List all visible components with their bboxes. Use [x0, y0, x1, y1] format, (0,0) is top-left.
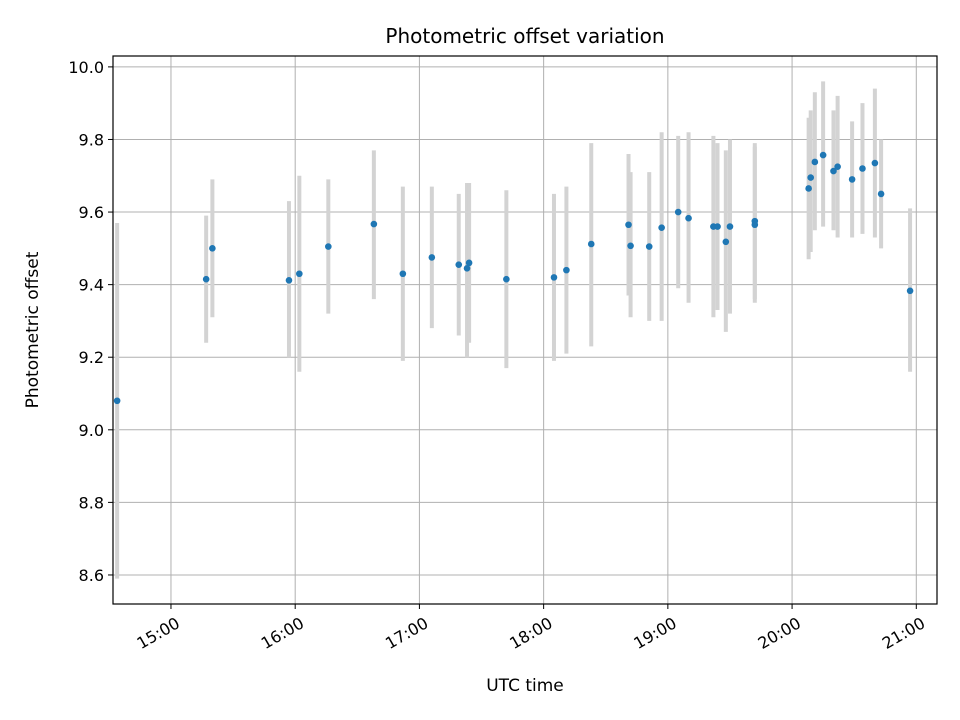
y-axis-label: Photometric offset	[23, 251, 43, 408]
data-point	[871, 159, 879, 167]
data-point	[726, 223, 734, 230]
data-point	[625, 221, 632, 229]
data-point	[587, 240, 595, 248]
data-point	[674, 208, 682, 216]
y-tick-label: 9.6	[79, 203, 104, 222]
data-point	[685, 214, 692, 222]
data-point	[285, 276, 293, 284]
data-point	[325, 243, 332, 250]
y-tick-label: 9.8	[79, 130, 104, 149]
data-point	[627, 242, 634, 250]
y-tick-label: 8.6	[79, 566, 104, 585]
data-point	[463, 265, 471, 272]
data-point	[370, 220, 378, 228]
data-point	[722, 238, 730, 246]
data-point	[658, 224, 665, 231]
y-tick-label: 10.0	[68, 58, 104, 77]
data-point	[906, 287, 914, 295]
data-point	[751, 221, 759, 229]
y-tick-label: 8.8	[79, 493, 104, 512]
data-point	[877, 190, 885, 198]
data-point	[811, 158, 819, 166]
y-tick-label: 9.2	[79, 348, 104, 367]
data-point	[834, 163, 841, 170]
data-point	[399, 270, 407, 278]
data-point	[465, 259, 473, 267]
grid-lines	[113, 56, 937, 604]
plot-frame	[112, 55, 938, 605]
data-points	[113, 151, 914, 405]
data-point	[202, 275, 210, 283]
y-axis-ticks: 8.6 8.8 9.0 9.2 9.4 9.6 9.8 10.0	[68, 58, 113, 585]
y-tick-label: 9.0	[79, 421, 104, 440]
data-point	[645, 243, 653, 250]
data-point	[859, 165, 866, 172]
data-point	[113, 397, 121, 405]
data-point	[428, 254, 436, 261]
data-point	[805, 185, 812, 192]
data-point	[209, 245, 216, 252]
data-point	[455, 261, 463, 268]
data-point	[848, 176, 856, 183]
y-tick-label: 9.4	[79, 276, 104, 295]
data-point	[714, 223, 721, 230]
data-point	[819, 151, 827, 159]
data-point	[296, 270, 303, 278]
data-point	[830, 167, 837, 175]
data-point	[807, 174, 815, 181]
data-point	[563, 266, 570, 274]
data-point	[503, 275, 510, 283]
data-point	[550, 274, 558, 281]
x-axis-label: UTC time	[486, 676, 564, 696]
chart-title: Photometric offset variation	[385, 24, 664, 48]
